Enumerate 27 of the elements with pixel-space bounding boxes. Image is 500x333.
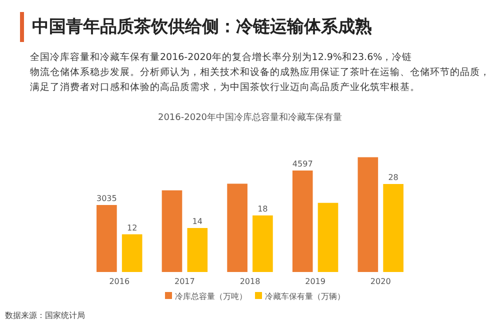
x-tick-label: 2020 — [370, 277, 391, 286]
data-label: 18 — [258, 204, 268, 214]
chart-subtitle: 全国冷库容量和冷藏车保有量2016-2020年的复合增长率分别为12.9%和23.6%，冷链物流仓储体系稳步发展。分析师认为，相关技术和设备的成熟应用保证了茶叶在运输、仓储环节的品质，满足了消费者对口感和体验的高品质需求，为中国茶饮行业迈向高品质产业化筑牢根基。 — [30, 51, 490, 93]
source-note: 数据来源：国家统计局 — [5, 311, 85, 320]
bar — [292, 170, 313, 272]
data-label: 3035 — [96, 194, 117, 204]
bar — [122, 234, 142, 272]
x-tick-label: 2017 — [174, 277, 195, 286]
data-label: 14 — [192, 217, 202, 226]
chart-title: 中国青年品质茶饮供给侧：冷链运输体系成熟 — [32, 17, 372, 37]
x-axis-title: 2016-2020年中国冷库总容量和冷藏车保有量 — [158, 112, 342, 123]
x-tick-label: 2019 — [305, 277, 326, 286]
bar — [227, 184, 248, 272]
bar — [252, 215, 273, 272]
bar — [162, 190, 182, 272]
bar — [187, 228, 208, 272]
bar — [96, 205, 117, 272]
data-label: 4597 — [292, 160, 313, 169]
x-tick-label: 2018 — [240, 277, 260, 286]
bar — [383, 184, 404, 272]
legend-label: 冷库总容量（万吨） — [175, 292, 247, 301]
bar — [358, 157, 378, 272]
data-label: 28 — [388, 173, 398, 182]
x-tick-label: 2016 — [109, 277, 130, 286]
bar — [318, 202, 338, 272]
legend-label: 冷藏车保有量（万辆） — [265, 292, 345, 301]
data-label: 12 — [126, 223, 138, 232]
